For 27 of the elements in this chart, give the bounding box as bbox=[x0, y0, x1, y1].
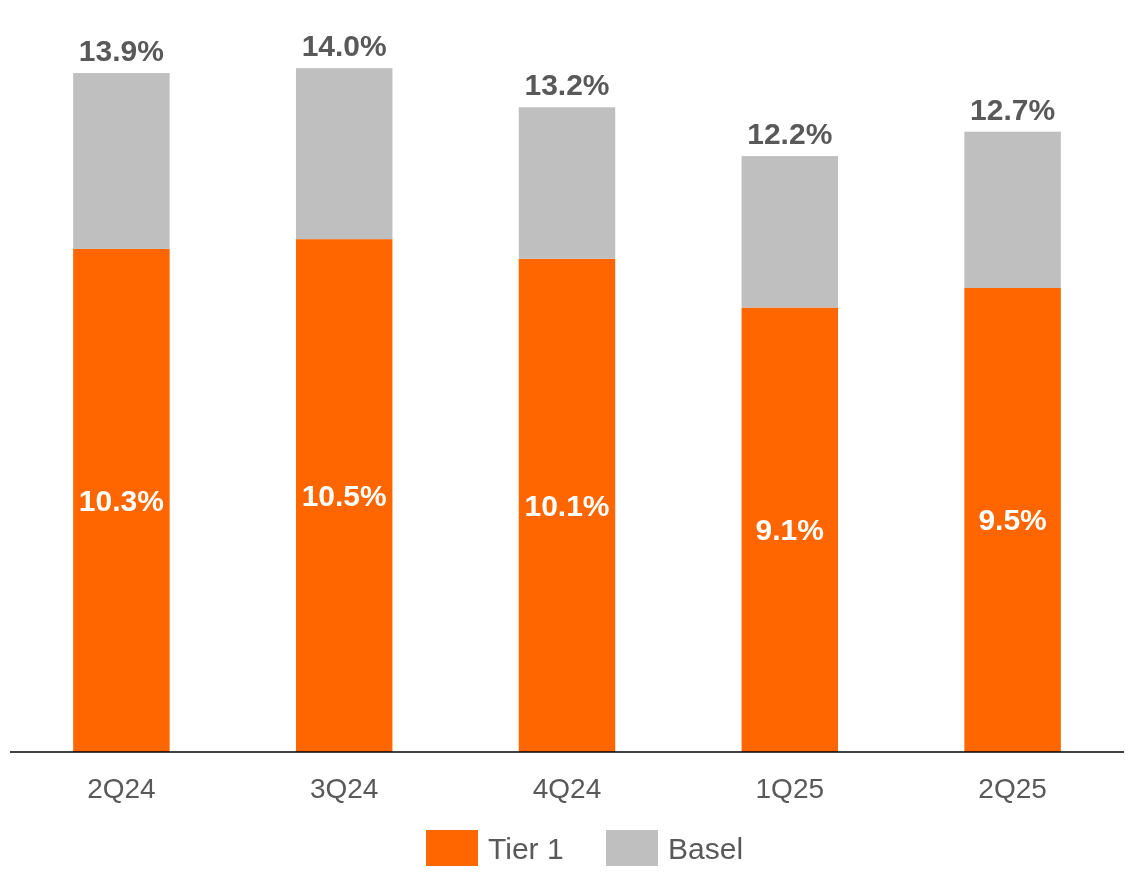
total-label: 13.9% bbox=[78, 34, 164, 68]
bar bbox=[964, 287, 1061, 752]
x-tick-label: 1Q25 bbox=[755, 773, 825, 804]
data-label: 9.5% bbox=[978, 503, 1047, 537]
total-label: 12.7% bbox=[970, 92, 1056, 126]
x-tick-label: 3Q24 bbox=[309, 773, 379, 804]
bar bbox=[964, 131, 1061, 288]
bar bbox=[741, 307, 839, 752]
x-tick-label: 4Q24 bbox=[532, 773, 602, 804]
legend-label: Tier 1 bbox=[488, 831, 564, 865]
total-label: 14.0% bbox=[301, 29, 387, 63]
x-tick-label: 2Q24 bbox=[87, 773, 156, 804]
bar bbox=[295, 68, 393, 240]
bar bbox=[518, 107, 616, 259]
total-label: 12.2% bbox=[747, 117, 833, 151]
data-label: 9.1% bbox=[755, 513, 824, 547]
data-label: 10.3% bbox=[78, 483, 164, 517]
data-label: 10.5% bbox=[301, 479, 387, 513]
bar bbox=[73, 248, 170, 752]
bar bbox=[741, 156, 839, 308]
bar bbox=[73, 73, 170, 249]
legend-label: Basel bbox=[668, 831, 744, 865]
bar bbox=[295, 239, 393, 752]
bar bbox=[518, 258, 616, 752]
x-tick-label: 2Q25 bbox=[978, 773, 1047, 804]
total-label: 13.2% bbox=[524, 68, 610, 102]
data-label: 10.1% bbox=[524, 488, 610, 522]
